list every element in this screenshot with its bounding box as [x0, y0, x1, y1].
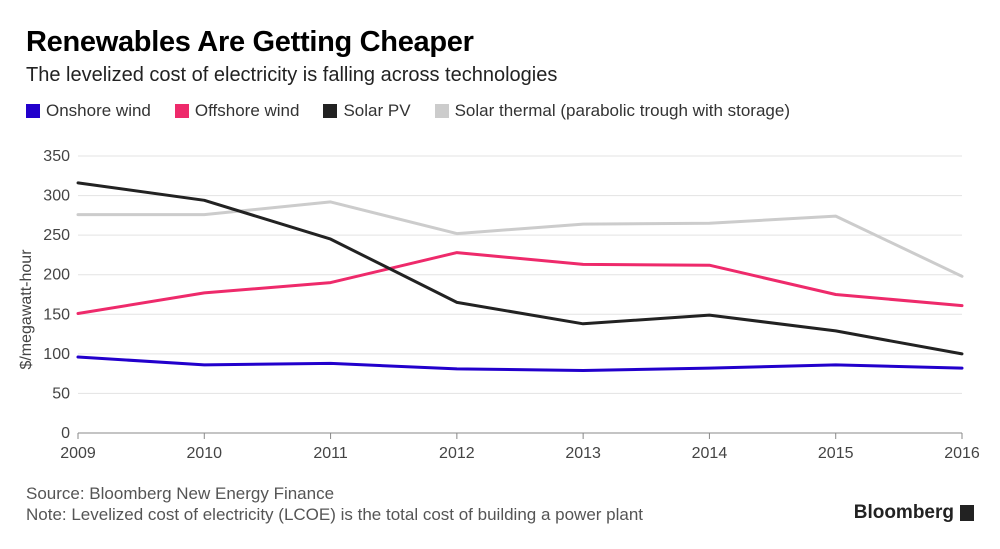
legend-item-offshore-wind: Offshore wind — [174, 101, 300, 121]
series-line-solar-thermal-parabolic-trough-with-storage — [76, 200, 964, 278]
series-line-offshore-wind — [76, 251, 964, 315]
line-chart: 0 50 100 150 200 250 300 350 2009 2010 2011 2012 201… — [18, 148, 980, 462]
legend-label: Solar thermal (parabolic trough with sto… — [454, 101, 790, 120]
legend-label: Solar PV — [343, 101, 411, 120]
legend-swatch — [26, 104, 40, 118]
x-tick-label: 2009 — [60, 445, 96, 462]
legend-item-solar-pv: Solar PV — [323, 101, 411, 121]
brand-name: Bloomberg — [853, 502, 954, 523]
bloomberg-mark-icon — [960, 505, 974, 521]
y-axis-label: $/megawatt-hour — [18, 249, 35, 370]
y-tick-label: 300 — [43, 188, 70, 205]
legend-swatch — [323, 104, 338, 118]
legend: Onshore wind Offshore wind Solar PV Sola… — [26, 101, 814, 121]
legend-label: Offshore wind — [194, 101, 300, 120]
series-line-solar-pv — [76, 181, 964, 356]
x-tick-label: 2014 — [692, 445, 728, 462]
y-tick-label: 200 — [43, 267, 70, 284]
y-tick-label: 100 — [43, 346, 70, 363]
legend-label: Onshore wind — [46, 101, 151, 120]
chart-title: Renewables Are Getting Cheaper — [26, 26, 474, 58]
x-tick-label: 2010 — [186, 445, 222, 462]
y-tick-label: 250 — [43, 227, 70, 244]
y-tick-label: 350 — [43, 148, 70, 165]
x-tick-label: 2016 — [944, 445, 980, 462]
x-tick-label: 2013 — [565, 445, 601, 462]
y-tick-label: 50 — [52, 385, 70, 402]
x-tick-label: 2015 — [818, 445, 854, 462]
legend-swatch — [174, 104, 189, 118]
x-tick-label: 2012 — [439, 445, 475, 462]
legend-item-solar-thermal: Solar thermal (parabolic trough with sto… — [434, 101, 790, 121]
legend-item-onshore-wind: Onshore wind — [26, 101, 151, 121]
series-line-onshore-wind — [76, 355, 964, 372]
source-note: Source: Bloomberg New Energy Finance — [26, 484, 335, 503]
x-tick-label: 2011 — [313, 445, 348, 462]
y-tick-label: 0 — [61, 425, 70, 442]
y-tick-label: 150 — [43, 306, 70, 323]
legend-swatch — [434, 104, 449, 118]
footnote: Note: Levelized cost of electricity (LCO… — [26, 505, 644, 524]
chart-subtitle: The levelized cost of electricity is fal… — [26, 64, 558, 86]
bloomberg-logo: Bloomberg — [854, 502, 974, 524]
